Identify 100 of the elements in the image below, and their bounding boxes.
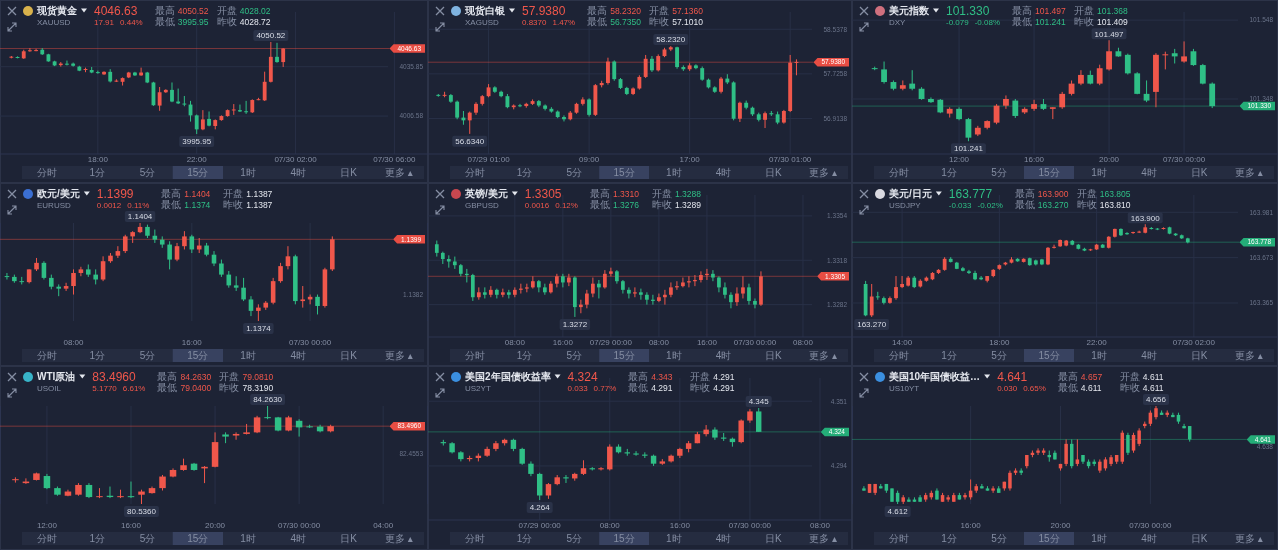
candlestick — [65, 60, 69, 66]
candlestick — [542, 283, 547, 296]
annotation: 0.0016 — [524, 201, 550, 210]
candlestick — [585, 289, 589, 309]
candlestick — [300, 285, 306, 309]
x-tick-label: 07/30 01:00 — [769, 155, 812, 164]
candlestick — [669, 281, 673, 298]
annotation: 1时 — [1091, 350, 1107, 361]
annotation: 1时 — [1091, 167, 1107, 178]
text: 最高 — [1057, 371, 1078, 382]
annotation: 1时 — [666, 350, 682, 361]
annotation: 4.345 — [748, 397, 770, 407]
annotation: 分时 — [889, 350, 909, 361]
text: 78.3190 — [242, 383, 274, 393]
text: 最低 — [157, 382, 178, 393]
candlestick — [470, 273, 475, 302]
text: 最高 — [161, 188, 182, 199]
text: 更多 ▴ — [384, 350, 413, 361]
annotation: 最低 — [587, 16, 608, 27]
annotation: 最低 — [154, 16, 175, 27]
text: 1.1374 — [184, 200, 211, 210]
annotation: 1.1374 — [246, 324, 272, 334]
annotation: 5分 — [566, 533, 583, 544]
annotation: 1时 — [240, 167, 256, 178]
x-tick-label: 14:00 — [892, 338, 913, 347]
annotation: 5分 — [139, 167, 156, 178]
candlestick — [1106, 39, 1112, 72]
x-tick-label: 08:00 — [63, 338, 85, 347]
annotation: 4时 — [715, 533, 732, 544]
candlestick — [755, 407, 762, 433]
candlestick — [737, 101, 742, 123]
candlestick — [455, 100, 460, 120]
candlestick — [735, 286, 739, 307]
candlestick — [1131, 231, 1135, 235]
text: 最低 — [1057, 382, 1078, 393]
annotation: 1分 — [516, 350, 533, 361]
text: GBPUSD — [465, 201, 500, 210]
x-tick-label: 22:00 — [1086, 338, 1108, 347]
candlestick — [543, 103, 548, 111]
text: 5分 — [991, 533, 1007, 544]
candlestick — [248, 295, 254, 317]
candlestick — [612, 59, 617, 82]
candlestick — [747, 283, 751, 306]
candlestick — [980, 483, 984, 489]
candlestick — [1064, 438, 1068, 467]
candlestick — [27, 47, 32, 53]
candlestick — [603, 269, 607, 290]
annotation: 昨收 — [1074, 16, 1095, 27]
candlestick — [96, 487, 103, 499]
annotation: 4时 — [715, 167, 732, 178]
text: 5分 — [139, 533, 156, 544]
chart-title: 美国10年国债收益… — [888, 371, 981, 382]
text: 昨收 — [219, 382, 240, 393]
annotation: 最高 — [1014, 188, 1035, 199]
candlestick — [1075, 438, 1080, 467]
candlestick — [264, 405, 271, 420]
text: 4.657 — [1080, 372, 1103, 382]
candlestick — [633, 286, 637, 298]
annotation: 1.47% — [552, 18, 576, 27]
x-tick-label: 16:00 — [120, 521, 142, 530]
annotation: 17.91 — [94, 18, 115, 27]
annotation: 更多 ▴ — [809, 167, 838, 178]
annotation: 101.497 — [1094, 29, 1125, 39]
x-tick-label: 08:00 — [810, 521, 831, 530]
x-tick-label: 20:00 — [1099, 155, 1120, 164]
candlestick — [467, 111, 472, 135]
annotation: 101.497 — [1035, 6, 1067, 16]
candlestick — [78, 266, 84, 277]
candlestick — [645, 291, 649, 306]
x-tick-label: 16:00 — [1024, 155, 1045, 164]
x-tick-label: 07/30 00:00 — [728, 521, 772, 530]
text: 1分 — [941, 533, 957, 544]
annotation: 0.12% — [555, 201, 578, 210]
x-tick-label: 18:00 — [87, 155, 109, 164]
annotation: 1.3288 — [674, 189, 702, 199]
annotation: 4.264 — [529, 503, 551, 513]
candlestick — [1003, 94, 1009, 110]
annotation: 日K — [765, 533, 783, 544]
candlestick — [928, 96, 934, 104]
annotation: 分时 — [889, 167, 909, 178]
text: 1时 — [240, 350, 256, 361]
text: 开盘 — [219, 371, 240, 382]
candlestick — [738, 418, 744, 444]
annotation: 1时 — [666, 167, 682, 178]
x-tick-label: 20:00 — [1050, 521, 1072, 530]
text: 日K — [1190, 533, 1208, 544]
candlestick — [1036, 447, 1040, 456]
x-tick-label: 16:00 — [960, 521, 982, 530]
candlestick — [1182, 423, 1186, 429]
annotation: 开盘 — [649, 5, 670, 16]
text: 分时 — [37, 533, 58, 544]
annotation: 4.291 — [651, 383, 673, 393]
annotation: 昨收 — [651, 199, 672, 210]
candlestick — [241, 277, 246, 302]
candlestick — [63, 282, 69, 292]
text: 6.61% — [122, 384, 146, 393]
candlestick — [639, 288, 643, 301]
annotation: -0.079 — [946, 18, 970, 27]
annotation: 1.3289 — [674, 200, 702, 210]
text: 1时 — [240, 533, 256, 544]
